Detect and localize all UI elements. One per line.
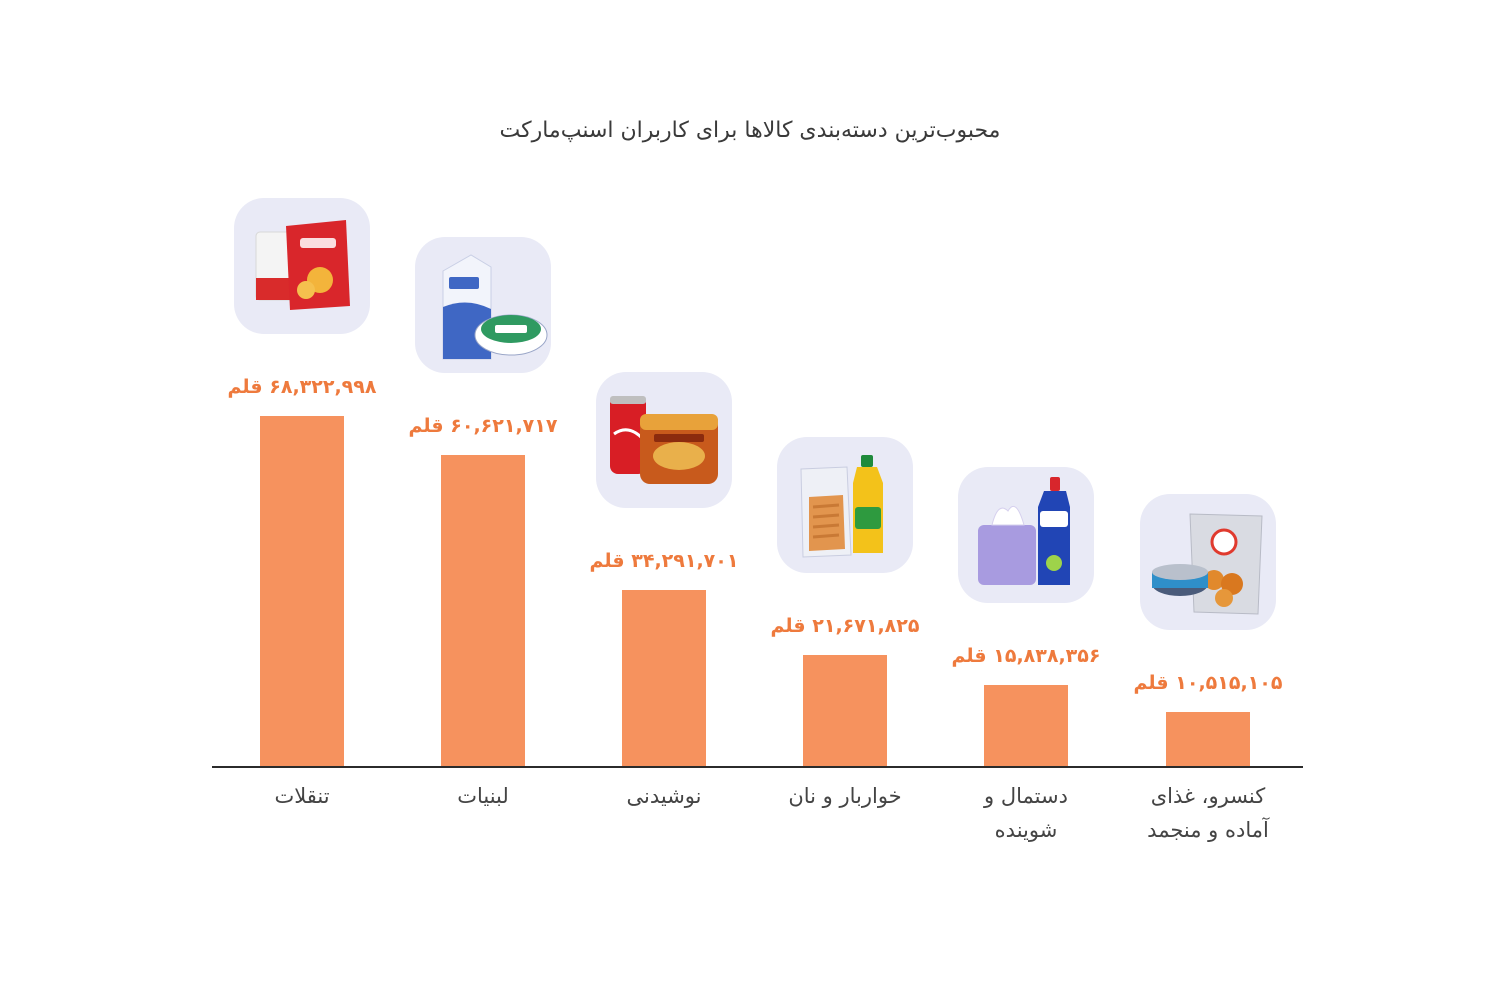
tissue-detergent-icon bbox=[958, 467, 1094, 603]
category-label-line: خواربار و نان bbox=[788, 784, 902, 808]
category-label-line: لبنیات bbox=[457, 784, 509, 808]
category-label-5: دستمال و شوینده bbox=[916, 779, 1136, 847]
snacks-icon bbox=[234, 198, 370, 334]
category-label-3: نوشیدنی bbox=[554, 779, 774, 813]
value-label-2: ۶۰,۶۲۱,۷۱۷ قلم bbox=[408, 415, 558, 437]
x-axis-baseline bbox=[212, 766, 1303, 768]
category-label-6: کنسرو، غذای آماده و منجمد bbox=[1098, 779, 1318, 847]
bar-6 bbox=[1166, 712, 1250, 766]
value-label-5: ۱۵,۸۳۸,۳۵۶ قلم bbox=[951, 645, 1101, 667]
beverages-icon bbox=[596, 372, 732, 508]
category-label-2: لبنیات bbox=[373, 779, 593, 813]
category-label-line: شوینده bbox=[994, 818, 1058, 842]
value-label-4: ۲۱,۶۷۱,۸۲۵ قلم bbox=[770, 615, 920, 637]
category-label-4: خواربار و نان bbox=[735, 779, 955, 813]
category-label-line: آماده و منجمد bbox=[1147, 818, 1269, 842]
category-label-line: دستمال و bbox=[984, 784, 1068, 808]
category-label-line: کنسرو، غذای bbox=[1150, 784, 1266, 808]
category-label-1: تنقلات bbox=[192, 779, 412, 813]
dairy-icon bbox=[415, 237, 551, 373]
value-label-6: ۱۰,۵۱۵,۱۰۵ قلم bbox=[1133, 672, 1283, 694]
bar-3 bbox=[622, 590, 706, 766]
canned-frozen-food-icon bbox=[1140, 494, 1276, 630]
value-label-1: ۶۸,۳۲۲,۹۹۸ قلم bbox=[227, 376, 377, 398]
bar-5 bbox=[984, 685, 1068, 766]
bar-4 bbox=[803, 655, 887, 766]
groceries-icon bbox=[777, 437, 913, 573]
category-label-line: نوشیدنی bbox=[626, 784, 702, 808]
value-label-3: ۳۴,۲۹۱,۷۰۱ قلم bbox=[589, 550, 739, 572]
chart-title: محبوب‌ترین دسته‌بندی کالاها برای کاربران… bbox=[499, 118, 1001, 143]
category-label-line: تنقلات bbox=[274, 784, 330, 808]
bar-2 bbox=[441, 455, 525, 766]
bar-1 bbox=[260, 416, 344, 766]
